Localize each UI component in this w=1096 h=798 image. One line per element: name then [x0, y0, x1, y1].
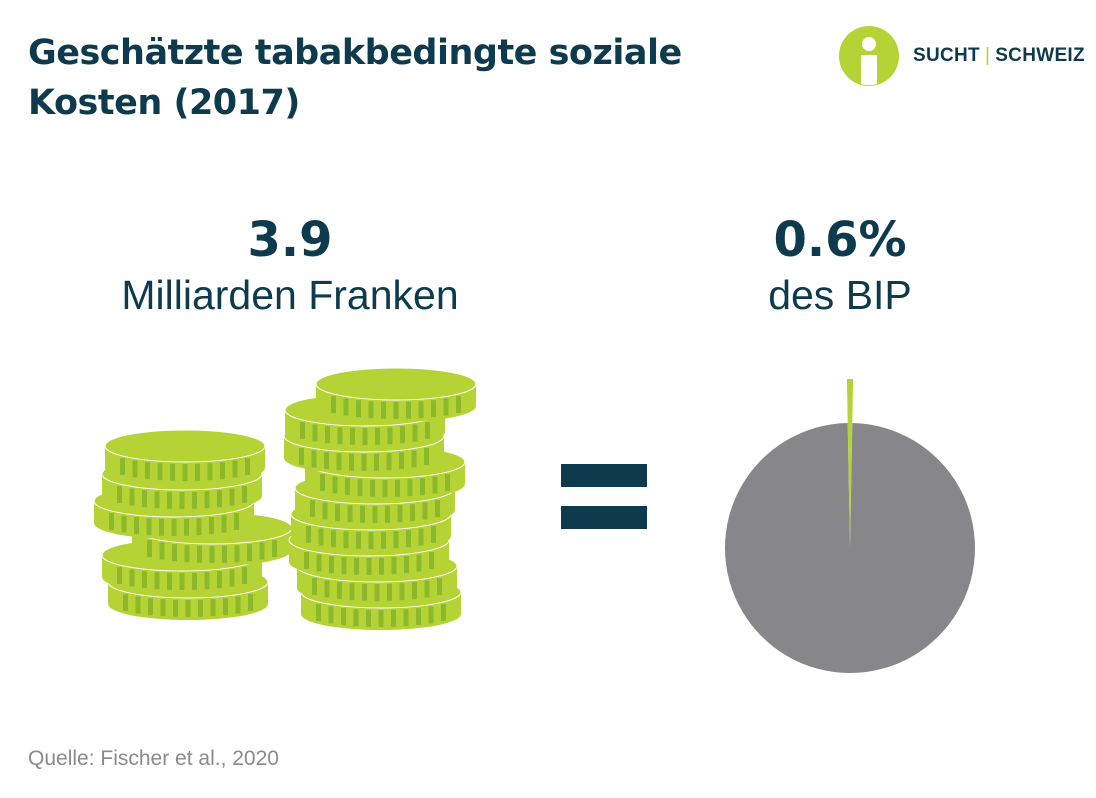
source-note: Quelle: Fischer et al., 2020 [28, 747, 279, 770]
logo-text-schweiz: SCHWEIZ [995, 45, 1085, 66]
person-in-circle-icon [839, 26, 899, 86]
logo-text-sucht: SUCHT [913, 45, 980, 66]
page-title: Geschätzte tabakbedingte soziale Kosten … [28, 33, 682, 123]
gdp-share-label: des BIP [768, 272, 912, 318]
logo-separator: | [984, 45, 991, 66]
sucht-schweiz-logo: SUCHT | SCHWEIZ [838, 25, 1085, 86]
gdp-share-value: 0.6% [773, 212, 907, 268]
coin [104, 429, 266, 484]
cost-unit-label: Milliarden Franken [121, 272, 459, 318]
pie-slice-rest [725, 423, 975, 673]
coin-stacks-icon [93, 367, 477, 630]
logo-text: SUCHT | SCHWEIZ [913, 45, 1085, 67]
gdp-pie-chart [725, 379, 975, 673]
coin [315, 367, 477, 422]
pie-slice-highlight [846, 379, 854, 544]
equals-bar-bottom [561, 506, 647, 529]
equals-bar-top [561, 464, 647, 487]
cost-value: 3.9 [247, 212, 333, 268]
